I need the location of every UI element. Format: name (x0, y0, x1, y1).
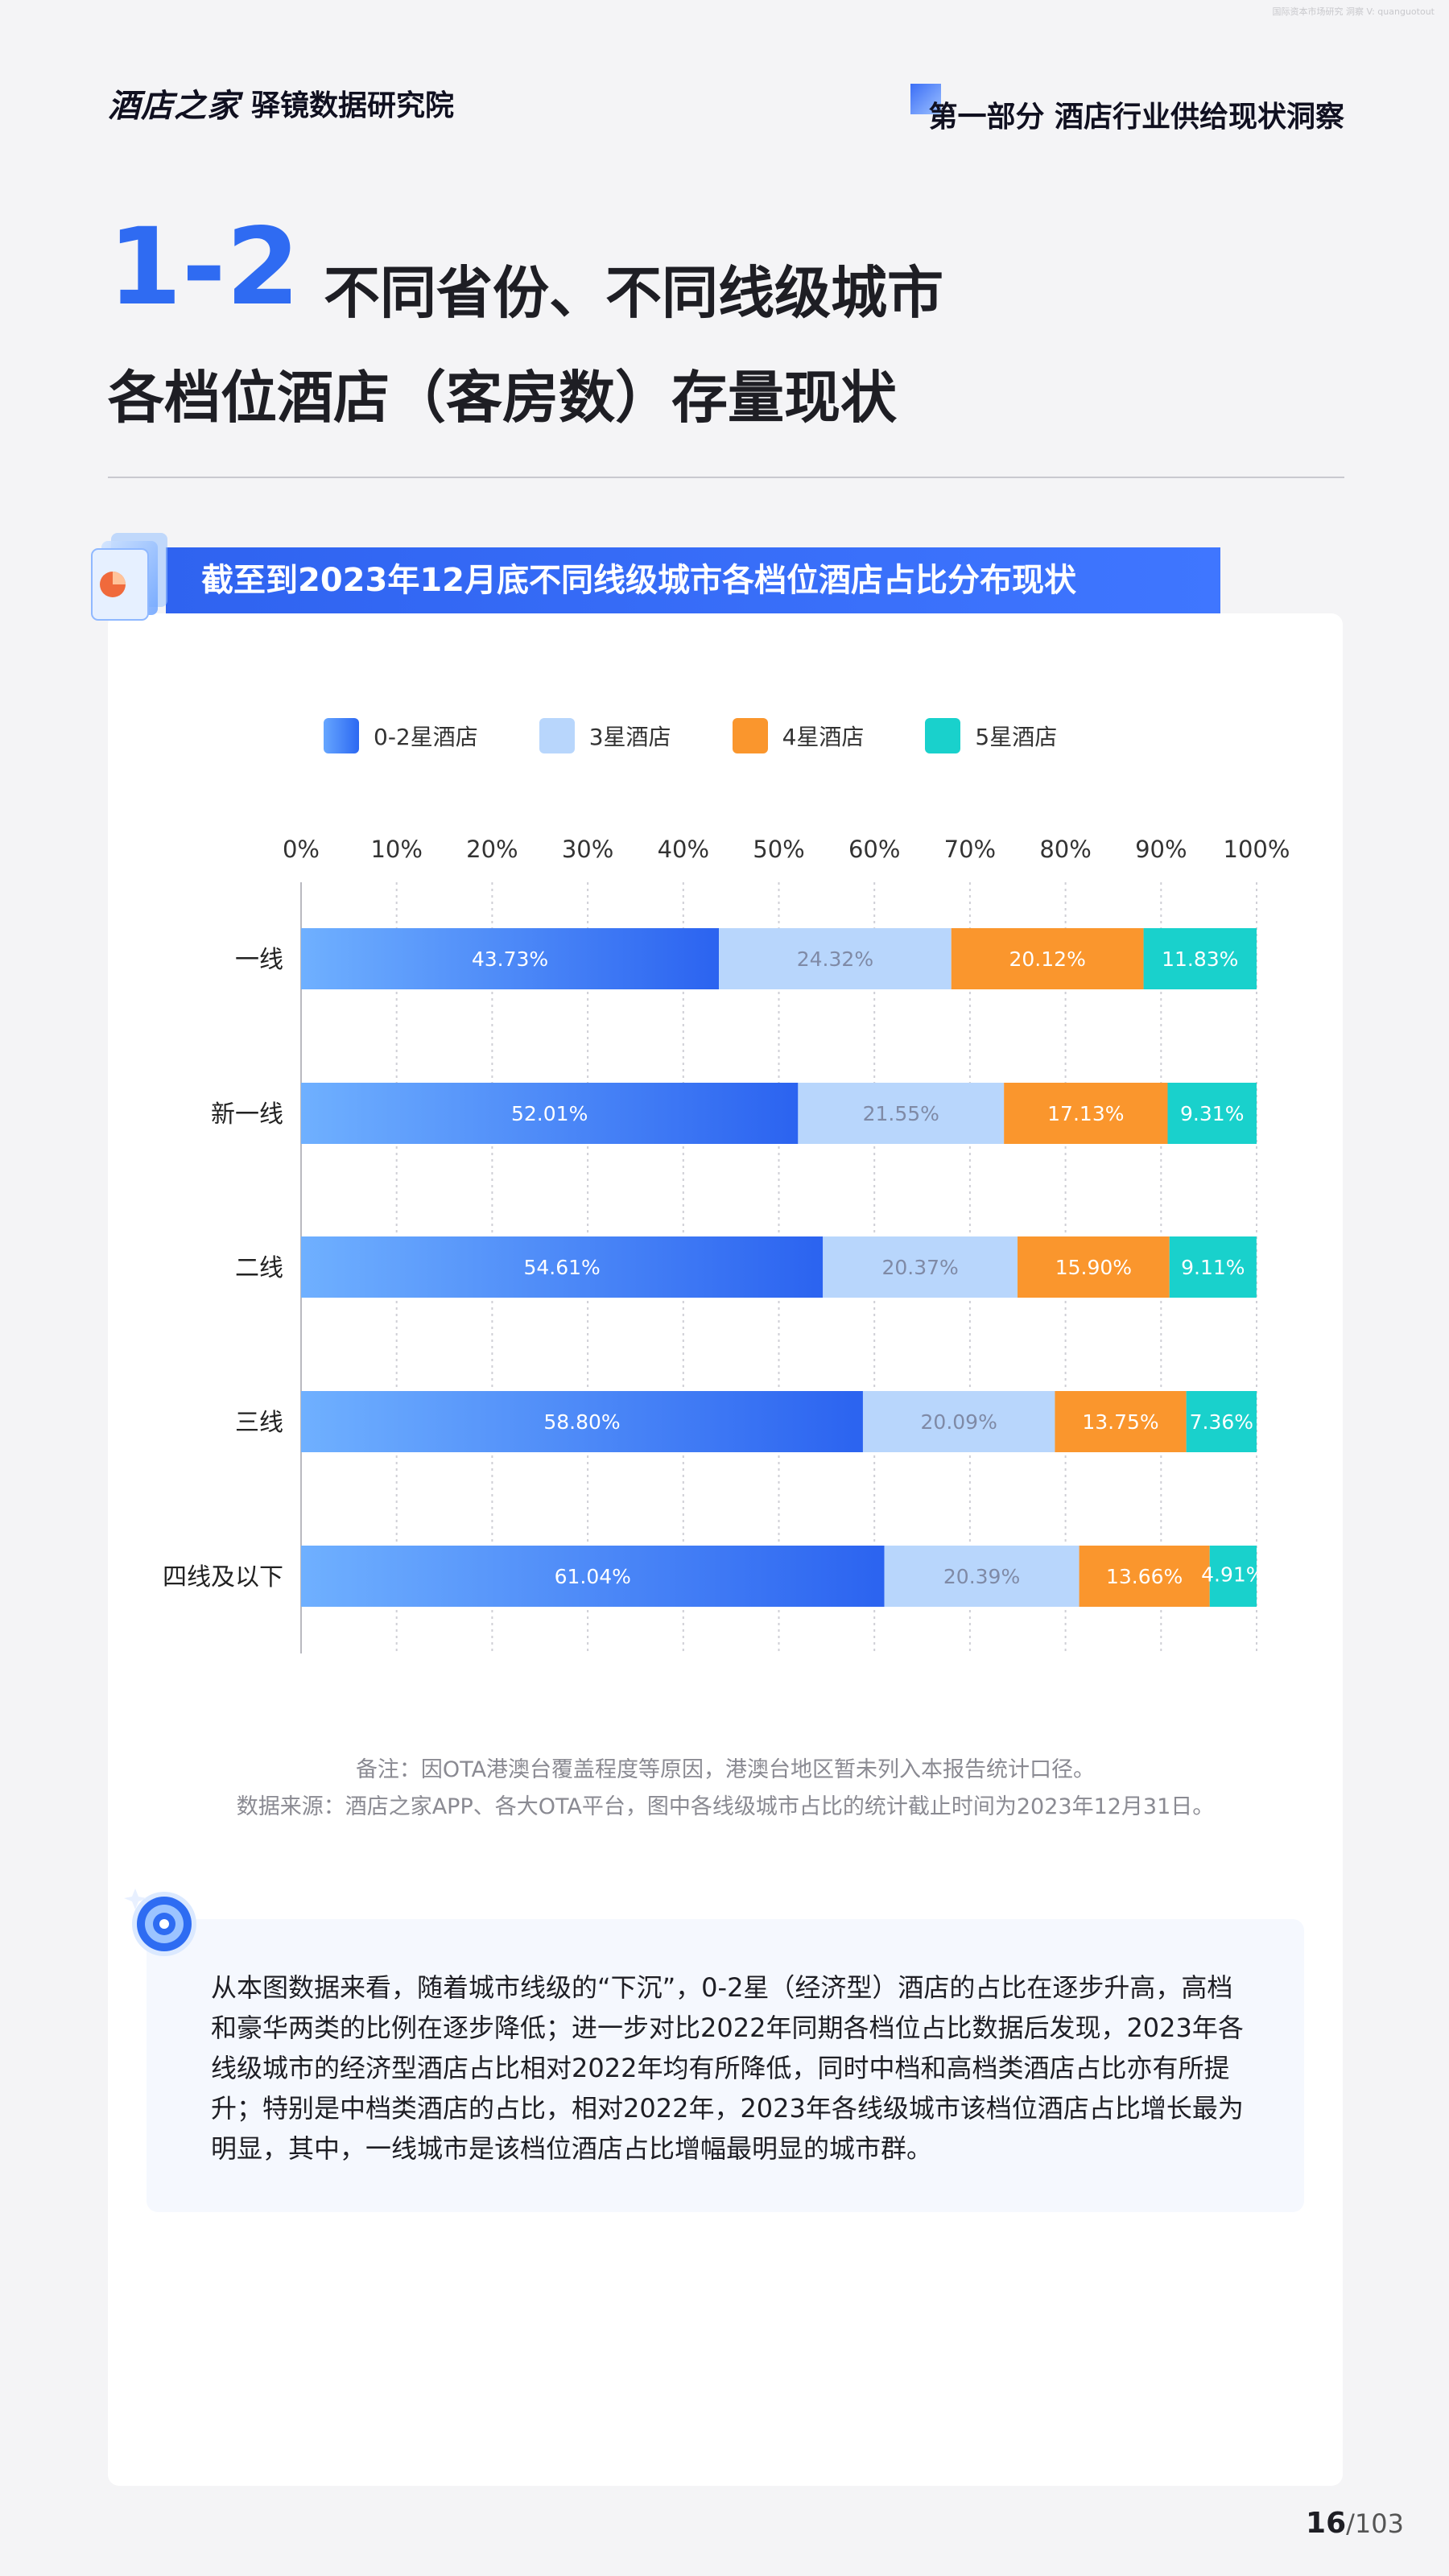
x-tick-label: 50% (753, 836, 804, 863)
legend-item: 0-2星酒店 (324, 718, 478, 753)
bar-segment (1018, 1236, 1170, 1298)
x-tick-label: 40% (658, 836, 709, 863)
legend-swatch (925, 718, 961, 753)
chart-book-icon (91, 533, 167, 621)
bar-segment (301, 1083, 799, 1144)
part-mark-icon (910, 84, 942, 114)
data-label: 20.37% (881, 1256, 958, 1279)
x-tick-label: 80% (1039, 836, 1091, 863)
x-tick-label: 100% (1224, 836, 1290, 863)
legend-label: 3星酒店 (588, 724, 671, 750)
title-divider (108, 477, 1344, 478)
category-label: 二线 (235, 1254, 283, 1282)
page-title-line2: 各档位酒店（客房数）存量现状 (108, 365, 897, 431)
category-label: 四线及以下 (163, 1563, 283, 1591)
x-tick-label: 30% (562, 836, 613, 863)
bar-segment (1055, 1391, 1187, 1452)
section-number: 1-2 (108, 205, 300, 329)
bar-segment (798, 1083, 1005, 1144)
data-label: 61.04% (555, 1565, 631, 1588)
bar-segment (1079, 1546, 1210, 1607)
legend-item: 4星酒店 (732, 718, 865, 753)
data-label: 20.12% (1009, 947, 1086, 971)
x-tick-label: 0% (283, 836, 320, 863)
legend-label: 5星酒店 (975, 724, 1058, 750)
bar-segment (301, 1391, 863, 1452)
x-tick-label: 60% (848, 836, 900, 863)
page-total: /103 (1346, 2508, 1404, 2539)
chart-banner: 截至到2023年12月底不同线级城市各档位酒店占比分布现状 (166, 547, 1220, 613)
data-label: 24.32% (797, 947, 873, 971)
data-label: 7.36% (1190, 1410, 1253, 1434)
target-icon (124, 1889, 196, 1956)
data-label: 13.75% (1082, 1410, 1158, 1434)
legend-item: 3星酒店 (539, 718, 671, 753)
data-label: 13.66% (1106, 1565, 1183, 1588)
legend-swatch (324, 718, 359, 753)
chart-source: 数据来源：酒店之家APP、各大OTA平台，图中各线级城市占比的统计截止时间为20… (236, 1794, 1215, 1819)
data-label: 17.13% (1047, 1102, 1124, 1125)
legend-swatch (539, 718, 575, 753)
data-label: 58.80% (543, 1410, 620, 1434)
data-label: 52.01% (511, 1102, 588, 1125)
chart-legend: 0-2星酒店 3星酒店 4星酒店 5星酒店 (324, 718, 1118, 753)
page-number: 16/103 (1306, 2507, 1404, 2540)
legend-item: 5星酒店 (925, 718, 1057, 753)
x-tick-label: 70% (944, 836, 996, 863)
category-label: 三线 (235, 1409, 283, 1437)
data-label: 4.91% (1201, 1563, 1265, 1586)
bar-segment (1169, 1236, 1257, 1298)
legend-swatch (732, 718, 768, 753)
brand-logo: 酒店之家 (108, 88, 240, 125)
bar-segment (862, 1391, 1055, 1452)
part-title: 第一部分 酒店行业供给现状洞察 (928, 101, 1344, 134)
bar-segment (301, 1546, 885, 1607)
part-header: 第一部分 酒店行业供给现状洞察 (910, 84, 1344, 134)
x-tick-label: 10% (370, 836, 422, 863)
data-label: 9.31% (1180, 1102, 1244, 1125)
chart-remark: 备注：因OTA港澳台覆盖程度等原因，港澳台地区暂未列入本报告统计口径。 (355, 1757, 1096, 1782)
bar-segment (1186, 1391, 1257, 1452)
chart-banner-title: 截至到2023年12月底不同线级城市各档位酒店占比分布现状 (201, 562, 1076, 599)
data-label: 9.11% (1181, 1256, 1245, 1279)
data-label: 15.90% (1055, 1256, 1132, 1279)
data-label: 21.55% (863, 1102, 939, 1125)
category-label: 新一线 (211, 1100, 283, 1129)
data-label: 20.39% (943, 1565, 1020, 1588)
x-tick-label: 20% (466, 836, 518, 863)
bar-segment (1004, 1083, 1168, 1144)
data-label: 43.73% (472, 947, 548, 971)
data-label: 20.09% (921, 1410, 997, 1434)
bar-segment (884, 1546, 1080, 1607)
insight-text: 从本图数据来看，随着城市线级的“下沉”，0-2星（经济型）酒店的占比在逐步升高，… (211, 1972, 1244, 2164)
brand-name: 驿镜数据研究院 (251, 89, 455, 122)
bar-segment (1209, 1546, 1257, 1607)
data-label: 11.83% (1162, 947, 1238, 971)
category-label: 一线 (235, 946, 283, 974)
bar-segment (301, 1236, 824, 1298)
data-label: 54.61% (523, 1256, 600, 1279)
bar-segment (951, 928, 1144, 989)
legend-label: 4星酒店 (782, 724, 865, 750)
bar-segment (301, 928, 720, 989)
bar-segment (719, 928, 952, 989)
brand-header: 酒店之家 驿镜数据研究院 (108, 84, 455, 125)
bar-segment (1143, 928, 1257, 989)
bar-segment (1167, 1083, 1257, 1144)
page-current: 16 (1306, 2507, 1347, 2540)
insight-box: 从本图数据来看，随着城市线级的“下沉”，0-2星（经济型）酒店的占比在逐步升高，… (147, 1919, 1304, 2212)
x-tick-label: 90% (1135, 836, 1187, 863)
page-title-line1: 不同省份、不同线级城市 (324, 260, 943, 326)
legend-label: 0-2星酒店 (374, 724, 478, 750)
bar-segment (823, 1236, 1018, 1298)
watermark: 国际资本市场研究 洞察 V: quanguotout (1272, 6, 1435, 17)
